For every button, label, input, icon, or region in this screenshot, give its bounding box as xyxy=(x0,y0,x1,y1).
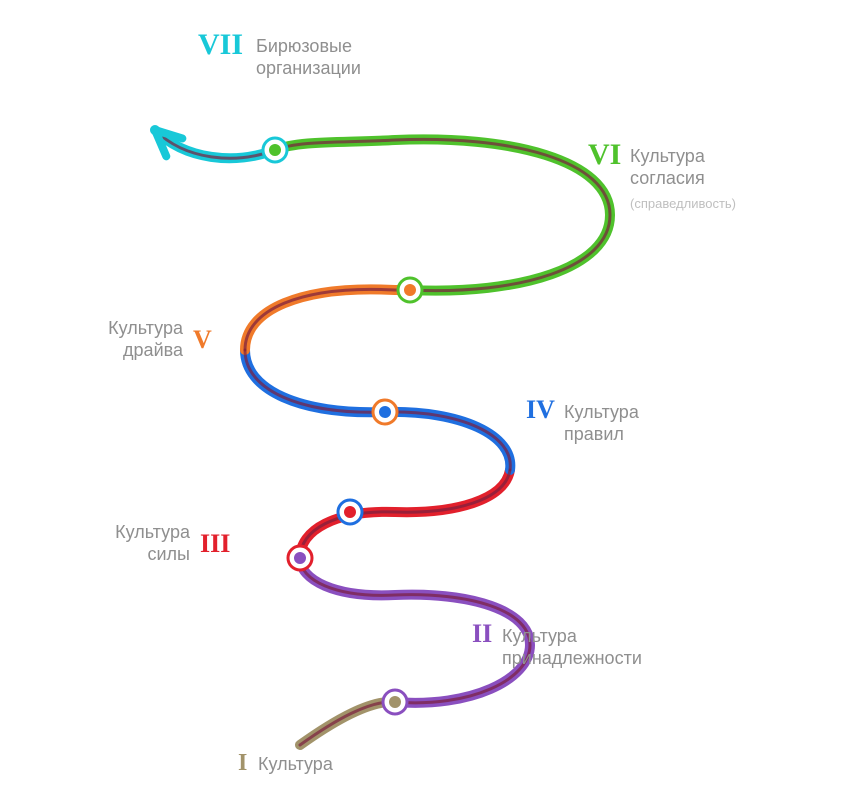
label-III: III Культурасилы xyxy=(115,522,230,564)
label-text-V-1: драйва xyxy=(123,340,184,360)
label-text-IV-0: Культура xyxy=(564,402,640,422)
roman-III: III xyxy=(200,529,230,558)
segment-III xyxy=(300,470,510,558)
label-IV: IV Культураправил xyxy=(526,395,640,444)
label-text-II-1: принадлежности xyxy=(502,648,642,668)
label-II: II Культурапринадлежности xyxy=(472,619,642,668)
roman-I: I xyxy=(238,750,247,776)
node-n7 xyxy=(263,138,287,162)
label-text-VII-1: организации xyxy=(256,58,361,78)
label-text-V-0: Культура xyxy=(108,318,184,338)
label-text-III-1: силы xyxy=(148,544,191,564)
roman-IV: IV xyxy=(526,395,555,424)
roman-II: II xyxy=(472,619,492,648)
roman-VII: VII xyxy=(198,28,243,61)
label-sub-VI: (справедливость) xyxy=(630,196,736,211)
label-I: I Культура xyxy=(238,750,334,776)
node-n4 xyxy=(338,500,362,524)
roman-VI: VI xyxy=(588,138,621,171)
node-n3 xyxy=(288,546,312,570)
roman-V: V xyxy=(193,325,212,354)
label-text-I-0: Культура xyxy=(258,754,334,774)
node-n6 xyxy=(398,278,422,302)
label-text-VI-1: согласия xyxy=(630,168,705,188)
segment-V xyxy=(245,289,410,350)
label-text-IV-1: правил xyxy=(564,424,624,444)
segment-inner-V xyxy=(245,289,410,350)
label-V: V Культурадрайва xyxy=(108,318,212,360)
label-text-VI-0: Культура xyxy=(630,146,706,166)
spiral-diagram: IКультураIIКультурапринадлежностиIIIКуль… xyxy=(0,0,851,801)
segment-II xyxy=(300,558,530,703)
segment-I xyxy=(300,702,395,745)
label-text-II-0: Культура xyxy=(502,626,578,646)
segment-VI xyxy=(275,139,610,290)
spiral-nodes xyxy=(263,138,422,714)
label-text-III-0: Культура xyxy=(115,522,191,542)
label-text-VII-0: Бирюзовые xyxy=(256,36,352,56)
node-n2 xyxy=(383,690,407,714)
node-n5 xyxy=(373,400,397,424)
label-VII: VII Бирюзовыеорганизации xyxy=(198,28,361,78)
